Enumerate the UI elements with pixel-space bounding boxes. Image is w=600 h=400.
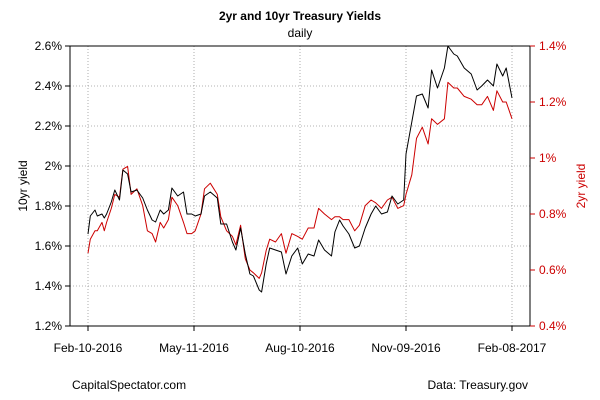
right-tick-label: 1% — [539, 151, 557, 165]
right-tick-label: 1.2% — [539, 95, 567, 109]
x-tick-label: May-11-2016 — [159, 341, 229, 355]
left-axis-label: 10yr yield — [16, 160, 30, 211]
left-tick-label: 1.8% — [35, 199, 63, 213]
right-tick-label: 0.4% — [539, 319, 567, 333]
x-tick-label: Nov-09-2016 — [371, 341, 441, 355]
footer-source: Data: Treasury.gov — [428, 378, 529, 392]
right-tick-label: 1.4% — [539, 39, 567, 53]
left-tick-label: 2.6% — [35, 39, 63, 53]
x-tick-label: Aug-10-2016 — [265, 341, 335, 355]
x-tick-label: Feb-08-2017 — [478, 341, 547, 355]
left-tick-label: 1.6% — [35, 239, 63, 253]
left-tick-label: 2.2% — [35, 119, 63, 133]
left-axis: 1.2% 1.4% 1.6% 1.8% 2% 2.2% 2.4% 2.6% — [35, 39, 70, 333]
right-axis: 0.4% 0.6% 0.8% 1% 1.2% 1.4% — [530, 39, 567, 333]
x-axis: Feb-10-2016 May-11-2016 Aug-10-2016 Nov-09-… — [54, 326, 547, 355]
left-tick-label: 2% — [45, 159, 63, 173]
series-10yr-line — [87, 45, 513, 293]
right-axis-label: 2yr yield — [574, 164, 588, 209]
right-tick-label: 0.8% — [539, 207, 567, 221]
left-tick-label: 2.4% — [35, 79, 63, 93]
grid-lines — [70, 45, 530, 327]
left-tick-label: 1.2% — [35, 319, 63, 333]
series-2yr-line — [87, 81, 513, 279]
series-lines — [87, 45, 513, 293]
right-tick-label: 0.6% — [539, 263, 567, 277]
chart-title: 2yr and 10yr Treasury Yields — [219, 9, 381, 23]
footer-credit: CapitalSpectator.com — [72, 378, 186, 392]
left-tick-label: 1.4% — [35, 279, 63, 293]
x-tick-label: Feb-10-2016 — [54, 341, 123, 355]
chart-subtitle: daily — [288, 26, 313, 40]
